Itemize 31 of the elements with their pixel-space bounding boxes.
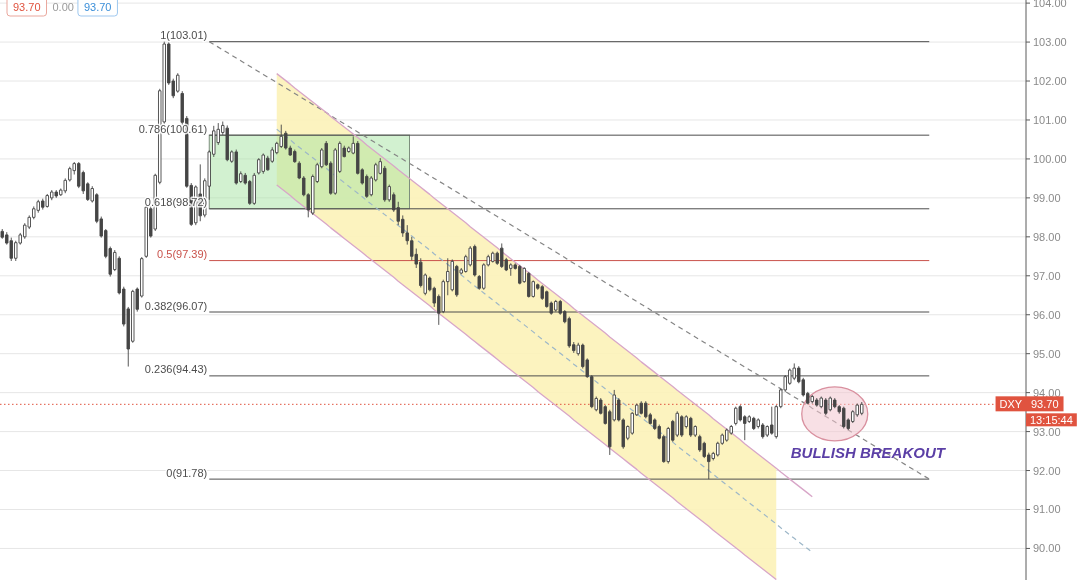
candlestick — [252, 172, 256, 206]
annotation: DXY — [999, 397, 1023, 410]
candlestick — [257, 157, 261, 175]
annotation: 0.00 — [52, 1, 74, 13]
text: 13:15:44 — [1029, 413, 1073, 426]
annotation: 93.70 — [13, 1, 41, 13]
ref-line-label: 0(91.78) — [166, 466, 208, 479]
y-tick-label: 100.00 — [1033, 152, 1067, 165]
y-tick-label: 98.00 — [1033, 230, 1061, 243]
ref-line-label: 0.5(97.39) — [157, 248, 208, 261]
y-tick-label: 97.00 — [1033, 269, 1061, 282]
y-tick-label: 91.00 — [1033, 503, 1061, 516]
candlestick — [734, 406, 738, 426]
y-tick-label: 101.00 — [1033, 113, 1067, 126]
y-tick-label: 99.00 — [1033, 191, 1061, 204]
y-tick-label: 95.00 — [1033, 347, 1061, 360]
y-tick-label: 104.00 — [1033, 0, 1067, 10]
ref-line-label: 0.382(96.07) — [144, 299, 208, 312]
y-tick-label: 96.00 — [1033, 308, 1061, 321]
ref-line-label: 93.70 — [1031, 397, 1059, 410]
ref-line-label: 1(103.01) — [160, 29, 208, 42]
y-tick-label: 102.00 — [1033, 75, 1067, 88]
ref-line-label: 0.236(94.43) — [144, 363, 208, 376]
y-tick-label: 92.00 — [1033, 464, 1061, 477]
y-tick-label: 94.00 — [1033, 386, 1061, 399]
y-tick-label: 90.00 — [1033, 542, 1061, 555]
line-series — [276, 184, 777, 580]
annotation: 93.70 — [83, 1, 112, 13]
y-tick-label: 93.00 — [1033, 425, 1061, 438]
annotation: BULLISH BREAKOUT — [790, 443, 947, 461]
y-tick-label: 103.00 — [1033, 36, 1067, 49]
